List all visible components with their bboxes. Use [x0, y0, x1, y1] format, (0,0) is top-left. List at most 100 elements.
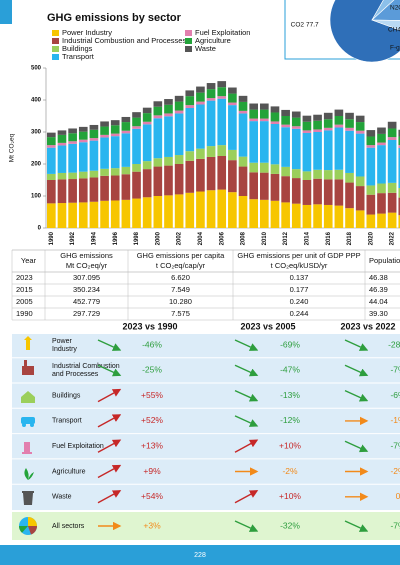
table-cell: 0.177 [290, 285, 309, 294]
legend-label: Power Industry [62, 28, 112, 37]
percent-change: -28% [388, 339, 400, 349]
bar-segment [47, 132, 56, 138]
bar-segment [238, 166, 248, 196]
bar-segment [377, 213, 386, 228]
trend-arrow [97, 464, 122, 479]
bar-segment [68, 179, 77, 203]
bar-segment [249, 109, 258, 119]
x-tick-label: 2018 [347, 231, 353, 245]
x-tick-label: 1990 [49, 231, 55, 245]
bar-segment [153, 101, 163, 107]
bar-segment [281, 176, 290, 203]
sector-label: Power [52, 338, 73, 345]
bar-segment [206, 89, 216, 99]
bar-segment [302, 130, 312, 133]
comparison-header: 2023 vs 2022 [340, 321, 395, 331]
table-header: Population [369, 256, 400, 265]
bar-segment [281, 124, 290, 128]
comparison-background [12, 334, 400, 510]
bar-segment [68, 172, 77, 180]
bar-segment [355, 210, 365, 228]
bar-segment [196, 86, 205, 93]
bar-segment [260, 162, 269, 173]
bar-segment [355, 133, 365, 177]
bar-segment [270, 173, 280, 201]
legend-label: Waste [195, 44, 216, 53]
bar-segment [78, 126, 88, 132]
table-cell: 10.280 [169, 297, 192, 306]
bar-segment [302, 171, 312, 180]
bar-segment [164, 104, 173, 114]
bar-segment [323, 119, 333, 128]
bar-segment [345, 172, 354, 183]
x-tick-label: 2010 [262, 231, 268, 245]
bar-segment [387, 212, 397, 228]
percent-change: -69% [280, 339, 300, 349]
y-tick-label: 300 [31, 130, 42, 136]
bar-segment [185, 96, 195, 106]
bar-segment [260, 199, 269, 228]
table-cell: 2023 [16, 273, 33, 282]
bar-segment [68, 133, 77, 142]
bar-segment [121, 122, 131, 131]
bar-segment [291, 126, 301, 129]
sector-label: Buildings [52, 392, 81, 399]
bar-segment [270, 124, 280, 165]
bar-segment [100, 126, 109, 135]
bar-segment [121, 133, 131, 167]
bar-segment [57, 203, 67, 228]
bar-segment [334, 116, 344, 125]
table-cell: 46.38 [369, 273, 388, 282]
bar-segment [355, 130, 365, 134]
bar-segment [398, 145, 400, 148]
y-tick-label: 400 [31, 98, 42, 104]
bar-segment [174, 194, 184, 228]
bar-segment [89, 201, 99, 228]
bar-segment [238, 95, 248, 102]
bar-segment [355, 176, 365, 187]
trend-arrow [234, 520, 259, 532]
bar-segment [132, 164, 141, 172]
bar-segment [228, 105, 237, 150]
bar-segment [57, 172, 67, 180]
sector-label: Transport [52, 418, 82, 425]
x-tick-label: 2002 [177, 231, 183, 245]
bar-segment [313, 120, 322, 130]
bar-segment [345, 208, 354, 228]
bar-segment [377, 145, 386, 184]
sector-label: Agriculture [52, 468, 86, 475]
bar-segment [377, 183, 386, 194]
y-tick-label: 200 [31, 162, 42, 168]
y-tick-label: 500 [31, 66, 42, 72]
table-header: GHG emissions per unit of GDP PPP [237, 251, 360, 260]
bar-segment [398, 148, 400, 188]
bar-segment [174, 164, 184, 195]
bar-segment [57, 142, 67, 146]
bar-segment [78, 202, 88, 228]
percent-change: -2% [390, 466, 400, 476]
percent-change: +3% [143, 520, 161, 530]
bar-segment [302, 180, 312, 205]
bar-segment [249, 199, 258, 228]
table-cell: 7.549 [171, 285, 190, 294]
bar-segment [153, 166, 163, 196]
table-header: GHG emissions [60, 251, 113, 260]
y-tick-label: 0 [38, 226, 42, 232]
bar-segment [313, 204, 322, 228]
trend-arrow [97, 414, 122, 428]
trend-arrow [234, 439, 259, 453]
legend-swatch [52, 54, 59, 60]
bar-segment [313, 178, 322, 205]
bar-segment [291, 117, 301, 127]
bar-segment [68, 202, 77, 228]
table-cell: 0.240 [290, 297, 309, 306]
percent-change: +55% [141, 390, 163, 400]
percent-change: -7% [390, 520, 400, 530]
sector-label: Industrial Combustion [52, 363, 120, 370]
corner-bar [0, 0, 12, 24]
bar-segment [260, 103, 269, 110]
table-cell: 0.137 [290, 273, 309, 282]
x-tick-label: 1992 [70, 231, 76, 245]
bar-segment [206, 100, 216, 147]
